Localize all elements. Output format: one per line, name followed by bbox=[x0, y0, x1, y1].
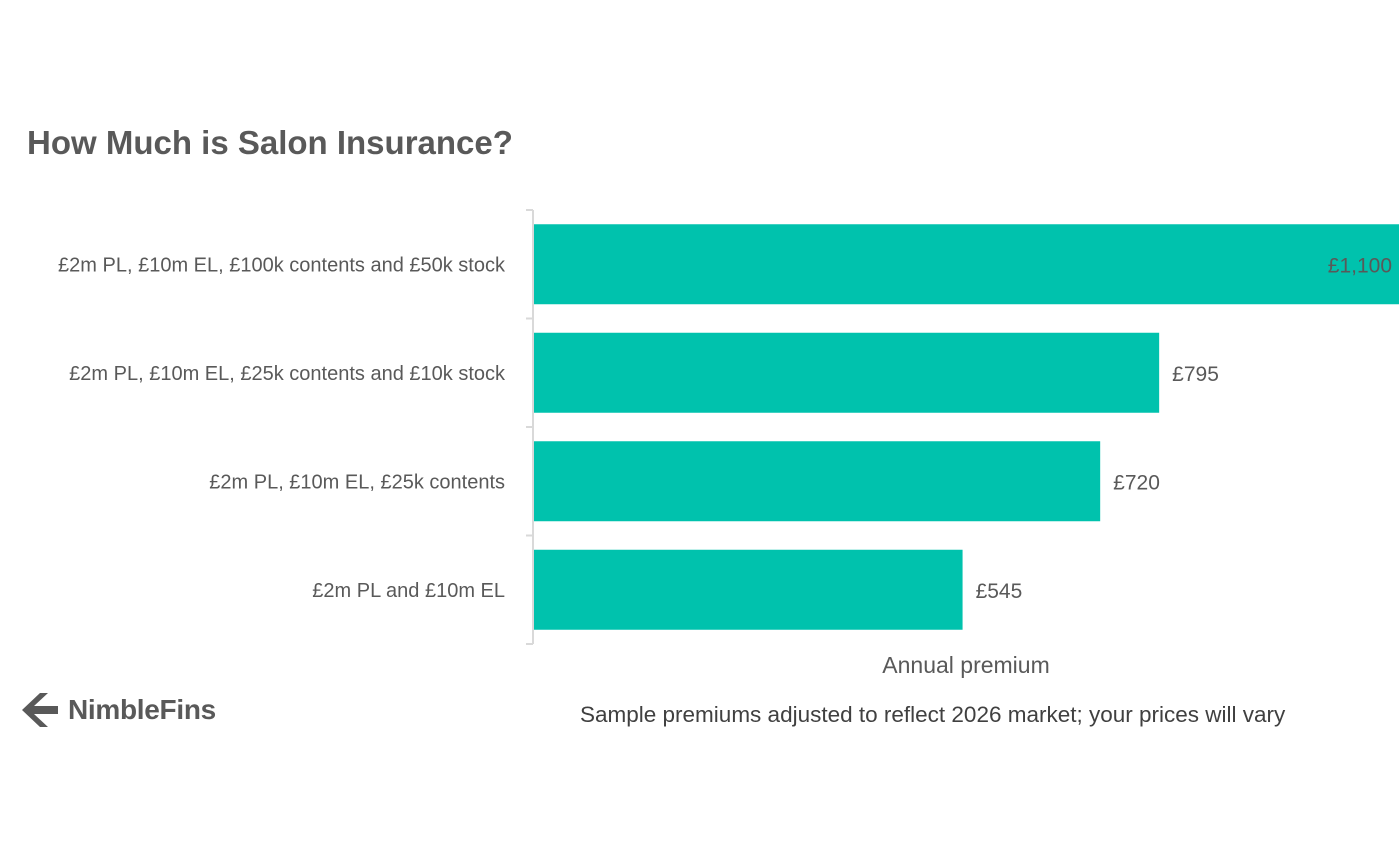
y-tick-label: £2m PL, £10m EL, £25k contents and £10k … bbox=[69, 363, 506, 385]
y-tick-label: £2m PL, £10m EL, £25k contents bbox=[209, 471, 505, 493]
data-label: £1,100 bbox=[1328, 254, 1392, 277]
bar bbox=[534, 441, 1101, 522]
data-label: £545 bbox=[976, 580, 1023, 603]
footnote: Sample premiums adjusted to reflect 2026… bbox=[580, 702, 1286, 727]
labels: £2m PL, £10m EL, £100k contents and £50k… bbox=[58, 254, 1392, 603]
bar bbox=[534, 549, 963, 630]
data-label: £795 bbox=[1172, 363, 1219, 386]
bars bbox=[534, 224, 1399, 630]
logo-text: NimbleFins bbox=[68, 694, 216, 725]
x-axis-label: Annual premium bbox=[882, 652, 1050, 678]
bar bbox=[534, 332, 1160, 413]
bar bbox=[534, 224, 1399, 305]
y-tick-label: £2m PL and £10m EL bbox=[312, 580, 505, 602]
nimblefins-logo: NimbleFins bbox=[20, 692, 216, 728]
chart-title: How Much is Salon Insurance? bbox=[27, 124, 513, 161]
nimblefins-chevron-icon bbox=[22, 693, 58, 727]
y-axis bbox=[526, 209, 534, 645]
y-tick-label: £2m PL, £10m EL, £100k contents and £50k… bbox=[58, 254, 506, 276]
data-label: £720 bbox=[1113, 471, 1160, 494]
